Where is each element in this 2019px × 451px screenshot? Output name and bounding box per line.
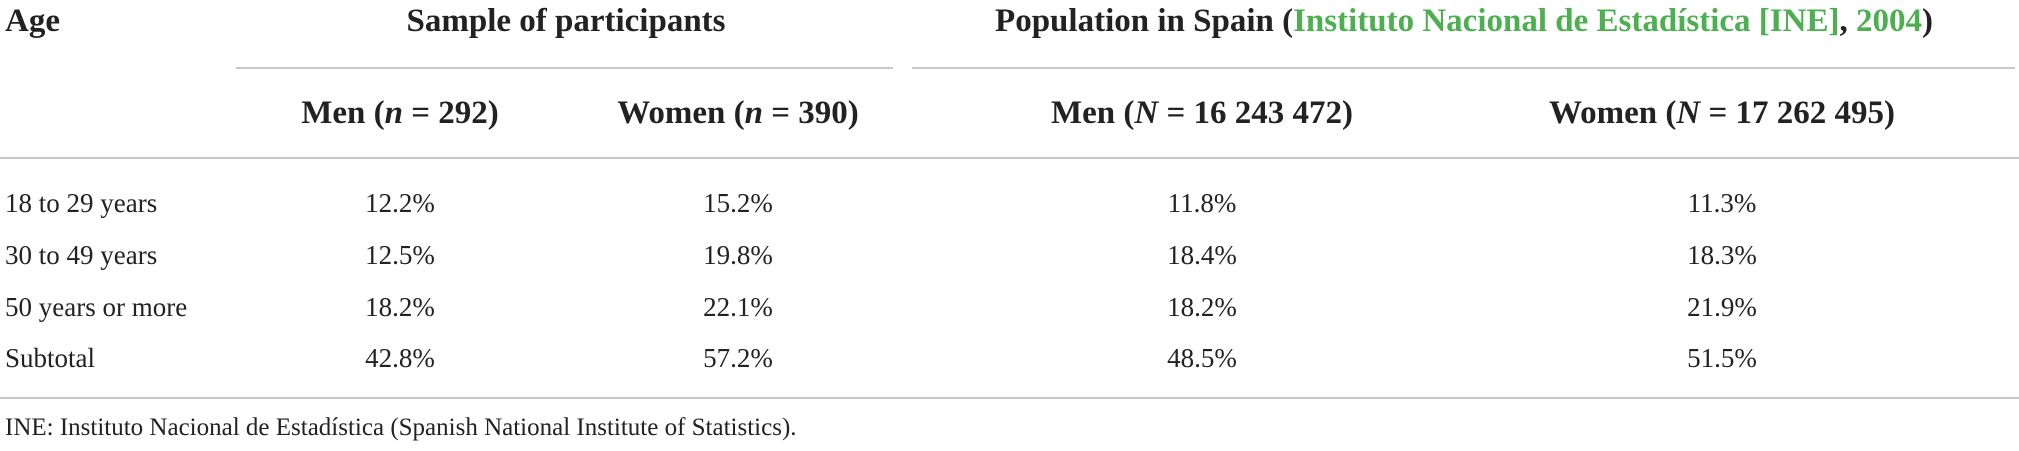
table-cell: 18.3% xyxy=(1687,240,1757,270)
row-label: 18 to 29 years xyxy=(5,188,158,218)
col-header-population-women: Women (N = 17 262 495) xyxy=(1548,95,1896,131)
header-population-group: Population in Spain (Instituto Nacional … xyxy=(995,5,1933,38)
table-cell: 12.5% xyxy=(365,240,435,270)
table-cell: 18.2% xyxy=(1167,292,1237,322)
table-cell: 11.3% xyxy=(1687,188,1757,218)
table-cell: 57.2% xyxy=(703,343,773,373)
table-footnote: INE: Instituto Nacional de Estadística (… xyxy=(5,414,797,441)
col-header-sample-women: Women (n = 390) xyxy=(617,95,859,131)
row-label: 30 to 49 years xyxy=(5,240,158,270)
row-label: 50 years or more xyxy=(5,292,188,322)
col-header-population-men: Men (N = 16 243 472) xyxy=(1050,95,1354,131)
col-header-sample-men: Men (n = 292) xyxy=(301,95,499,131)
table-cell: 22.1% xyxy=(703,292,773,322)
population-suffix: ) xyxy=(1921,3,1933,39)
header-age: Age xyxy=(5,3,60,39)
sample-group-rule xyxy=(236,67,893,69)
header-bottom-rule xyxy=(0,157,2019,159)
table-cell: 21.9% xyxy=(1687,292,1757,322)
header-sample-group: Sample of participants xyxy=(406,3,726,39)
table-cell: 42.8% xyxy=(365,343,435,373)
table-cell: 15.2% xyxy=(703,188,773,218)
population-prefix: Population in Spain ( xyxy=(995,3,1294,39)
table-cell: 19.8% xyxy=(703,240,773,270)
table-cell: 12.2% xyxy=(365,188,435,218)
ine-citation-link[interactable]: Instituto Nacional de Estadística [INE] xyxy=(1293,3,1840,39)
population-sep: , xyxy=(1839,3,1856,39)
table-cell: 18.2% xyxy=(365,292,435,322)
table-cell: 11.8% xyxy=(1167,188,1237,218)
row-label: Subtotal xyxy=(5,343,96,373)
table-bottom-rule xyxy=(0,397,2019,399)
table-cell: 48.5% xyxy=(1167,343,1237,373)
population-group-rule xyxy=(912,67,2015,69)
year-citation-link[interactable]: 2004 xyxy=(1855,3,1922,39)
table-cell: 18.4% xyxy=(1167,240,1237,270)
table-cell: 51.5% xyxy=(1687,343,1757,373)
